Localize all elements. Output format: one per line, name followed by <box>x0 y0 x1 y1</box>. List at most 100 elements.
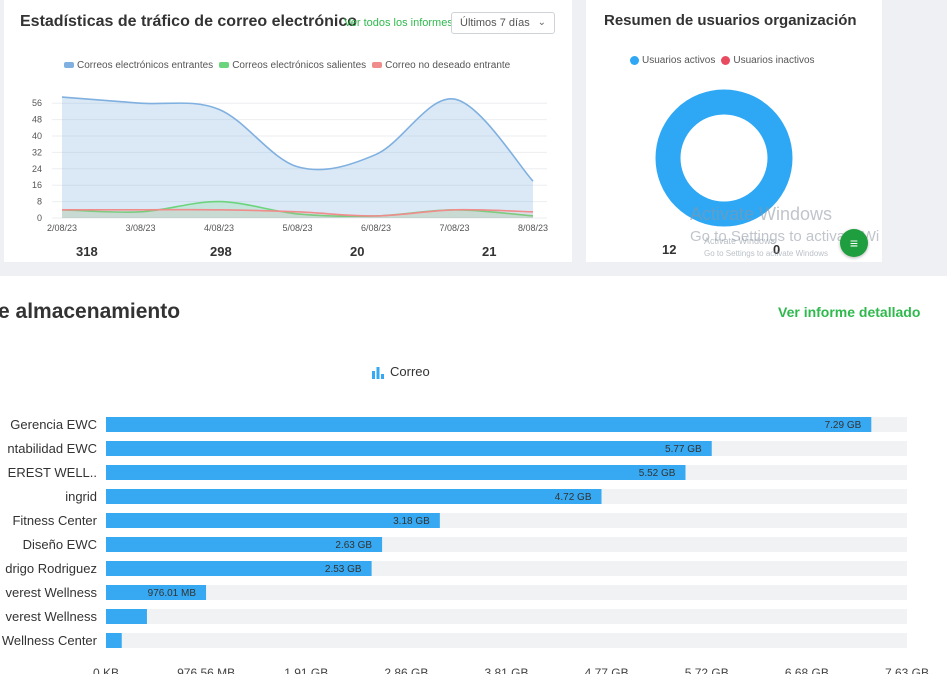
y-tick-label: 56 <box>32 98 42 108</box>
x-tick-label: 2.86 GB <box>384 666 428 674</box>
storage-title: e almacenamiento <box>0 300 181 323</box>
activation-watermark-small-title: Activate Windows <box>704 236 776 246</box>
x-tick-label: 4/08/23 <box>204 223 234 233</box>
detailed-report-link[interactable]: Ver informe detallado <box>778 304 921 320</box>
y-tick-label: 40 <box>32 131 42 141</box>
category-label: Gerencia EWC <box>10 417 97 432</box>
x-tick-label: 7.63 GB <box>885 666 929 674</box>
storage-bar[interactable] <box>106 441 712 456</box>
x-tick-label: 4.77 GB <box>585 666 629 674</box>
traffic-chart: 0 8 16 24 32 40 48 56 2/08/23 3/08/23 4/08/23 5/08/… <box>32 96 548 233</box>
legend-incoming[interactable]: Correos electrónicos entrantes <box>64 60 213 71</box>
category-label: Fitness Center <box>12 513 97 528</box>
x-tick-label: 1.91 GB <box>284 666 328 674</box>
x-tick-label: 6.68 GB <box>785 666 829 674</box>
category-label: ntabilidad EWC <box>7 441 97 456</box>
storage-legend[interactable]: Correo <box>371 364 430 379</box>
storage-bar[interactable] <box>106 561 372 576</box>
storage-bar[interactable] <box>106 609 147 624</box>
x-tick-label: 2/08/23 <box>47 223 77 233</box>
bar-value-label: 7.29 GB <box>825 420 862 431</box>
legend-active-users[interactable]: Usuarios activos <box>630 55 715 66</box>
storage-bar[interactable] <box>106 585 207 600</box>
line-spam[interactable] <box>62 208 534 217</box>
area-incoming <box>62 97 533 218</box>
x-tick-label: 3/08/23 <box>125 223 155 233</box>
category-label: EREST WELL.. <box>8 465 97 480</box>
inactive-users-count: 0 <box>773 242 781 257</box>
incoming-swatch-icon <box>64 62 74 69</box>
line-incoming[interactable] <box>61 96 534 182</box>
legend-active-label: Usuarios activos <box>642 55 716 66</box>
category-label: ingrid <box>65 489 97 504</box>
y-tick-label: 8 <box>37 197 42 207</box>
category-label: Diseño EWC <box>23 537 97 552</box>
storage-bar[interactable] <box>106 489 602 504</box>
view-all-reports-link[interactable]: Ver todos los informes <box>344 17 453 29</box>
category-label: verest Wellness <box>5 585 97 600</box>
category-label: verest Wellness <box>5 609 97 624</box>
bar-value-label: 2.53 GB <box>325 564 362 575</box>
users-summary-card: Resumen de usuarios organización Usuario… <box>586 0 882 262</box>
x-tick-label: 0 KB <box>93 666 119 674</box>
y-tick-label: 48 <box>32 115 42 125</box>
storage-bar[interactable] <box>106 537 383 552</box>
storage-bar[interactable] <box>106 417 872 432</box>
storage-bar[interactable] <box>106 465 686 480</box>
users-legend: Usuarios activos Usuarios inactivos <box>630 55 815 66</box>
chevron-down-icon: ⌄ <box>537 17 546 28</box>
sliders-icon: ≡ <box>849 235 859 251</box>
donut-active-slice[interactable] <box>655 89 793 227</box>
users-donut-chart <box>655 89 793 227</box>
x-tick-label: 8/08/23 <box>518 223 548 233</box>
users-title: Resumen de usuarios organización <box>604 12 857 29</box>
outgoing-swatch-icon <box>219 62 230 69</box>
y-tick-label: 16 <box>32 180 42 190</box>
bar-value-label: 4.72 GB <box>555 492 592 503</box>
total-other: 21 <box>482 244 497 259</box>
activation-watermark-small-subtitle: Go to Settings to activate Windows <box>704 249 829 258</box>
legend-inactive-label: Usuarios inactivos <box>733 55 815 66</box>
activation-watermark-title: Activate Windows <box>690 204 833 224</box>
legend-spam[interactable]: Correo no deseado entrante <box>372 60 510 71</box>
x-tick-label: 5/08/23 <box>282 223 312 233</box>
bar-value-label: 5.77 GB <box>665 444 702 455</box>
email-traffic-card: Estadísticas de tráfico de correo electr… <box>4 0 572 262</box>
x-tick-label: 5.72 GB <box>685 666 729 674</box>
legend-incoming-label: Correos electrónicos entrantes <box>77 60 214 71</box>
y-tick-label: 0 <box>37 213 42 223</box>
inactive-users-dot-icon <box>721 55 731 65</box>
spam-swatch-icon <box>372 62 383 69</box>
storage-card: e almacenamiento Ver informe detallado C… <box>0 276 947 674</box>
total-incoming: 318 <box>76 244 98 259</box>
bar-value-label: 3.18 GB <box>393 516 430 527</box>
active-users-count: 12 <box>662 242 677 257</box>
x-tick-label: 3.81 GB <box>484 666 528 674</box>
x-tick-label: 7/08/23 <box>439 223 469 233</box>
bar-value-label: 2.63 GB <box>335 540 372 551</box>
category-label: Wellness Center <box>2 633 98 648</box>
bar-track <box>106 633 907 648</box>
storage-bar[interactable] <box>106 633 122 648</box>
legend-outgoing[interactable]: Correos electrónicos salientes <box>219 60 366 71</box>
area-spam <box>62 209 533 218</box>
x-tick-label: 976.56 MB <box>177 666 235 674</box>
bar-value-label: 5.52 GB <box>639 468 676 479</box>
y-tick-label: 32 <box>32 147 42 157</box>
date-range-value: Últimos 7 días <box>460 17 530 29</box>
total-outgoing: 298 <box>210 244 232 259</box>
traffic-legend: Correos electrónicos entrantes Correos e… <box>64 60 510 71</box>
bar-chart-icon <box>372 366 384 379</box>
y-tick-label: 24 <box>32 164 42 174</box>
legend-inactive-users[interactable]: Usuarios inactivos <box>721 55 815 66</box>
traffic-title: Estadísticas de tráfico de correo electr… <box>20 13 358 30</box>
legend-spam-label: Correo no deseado entrante <box>385 60 511 71</box>
legend-outgoing-label: Correos electrónicos salientes <box>232 60 367 71</box>
quick-actions-button[interactable]: ≡ <box>840 229 868 257</box>
storage-chart: Gerencia EWC 7.29 GB ntabilidad EWC 5.77 GB… <box>2 417 929 674</box>
category-label: drigo Rodriguez <box>5 561 97 576</box>
storage-bar[interactable] <box>106 513 440 528</box>
total-spam: 20 <box>350 244 365 259</box>
date-range-select[interactable]: Últimos 7 días ⌄ <box>451 12 555 34</box>
bar-track <box>106 609 907 624</box>
